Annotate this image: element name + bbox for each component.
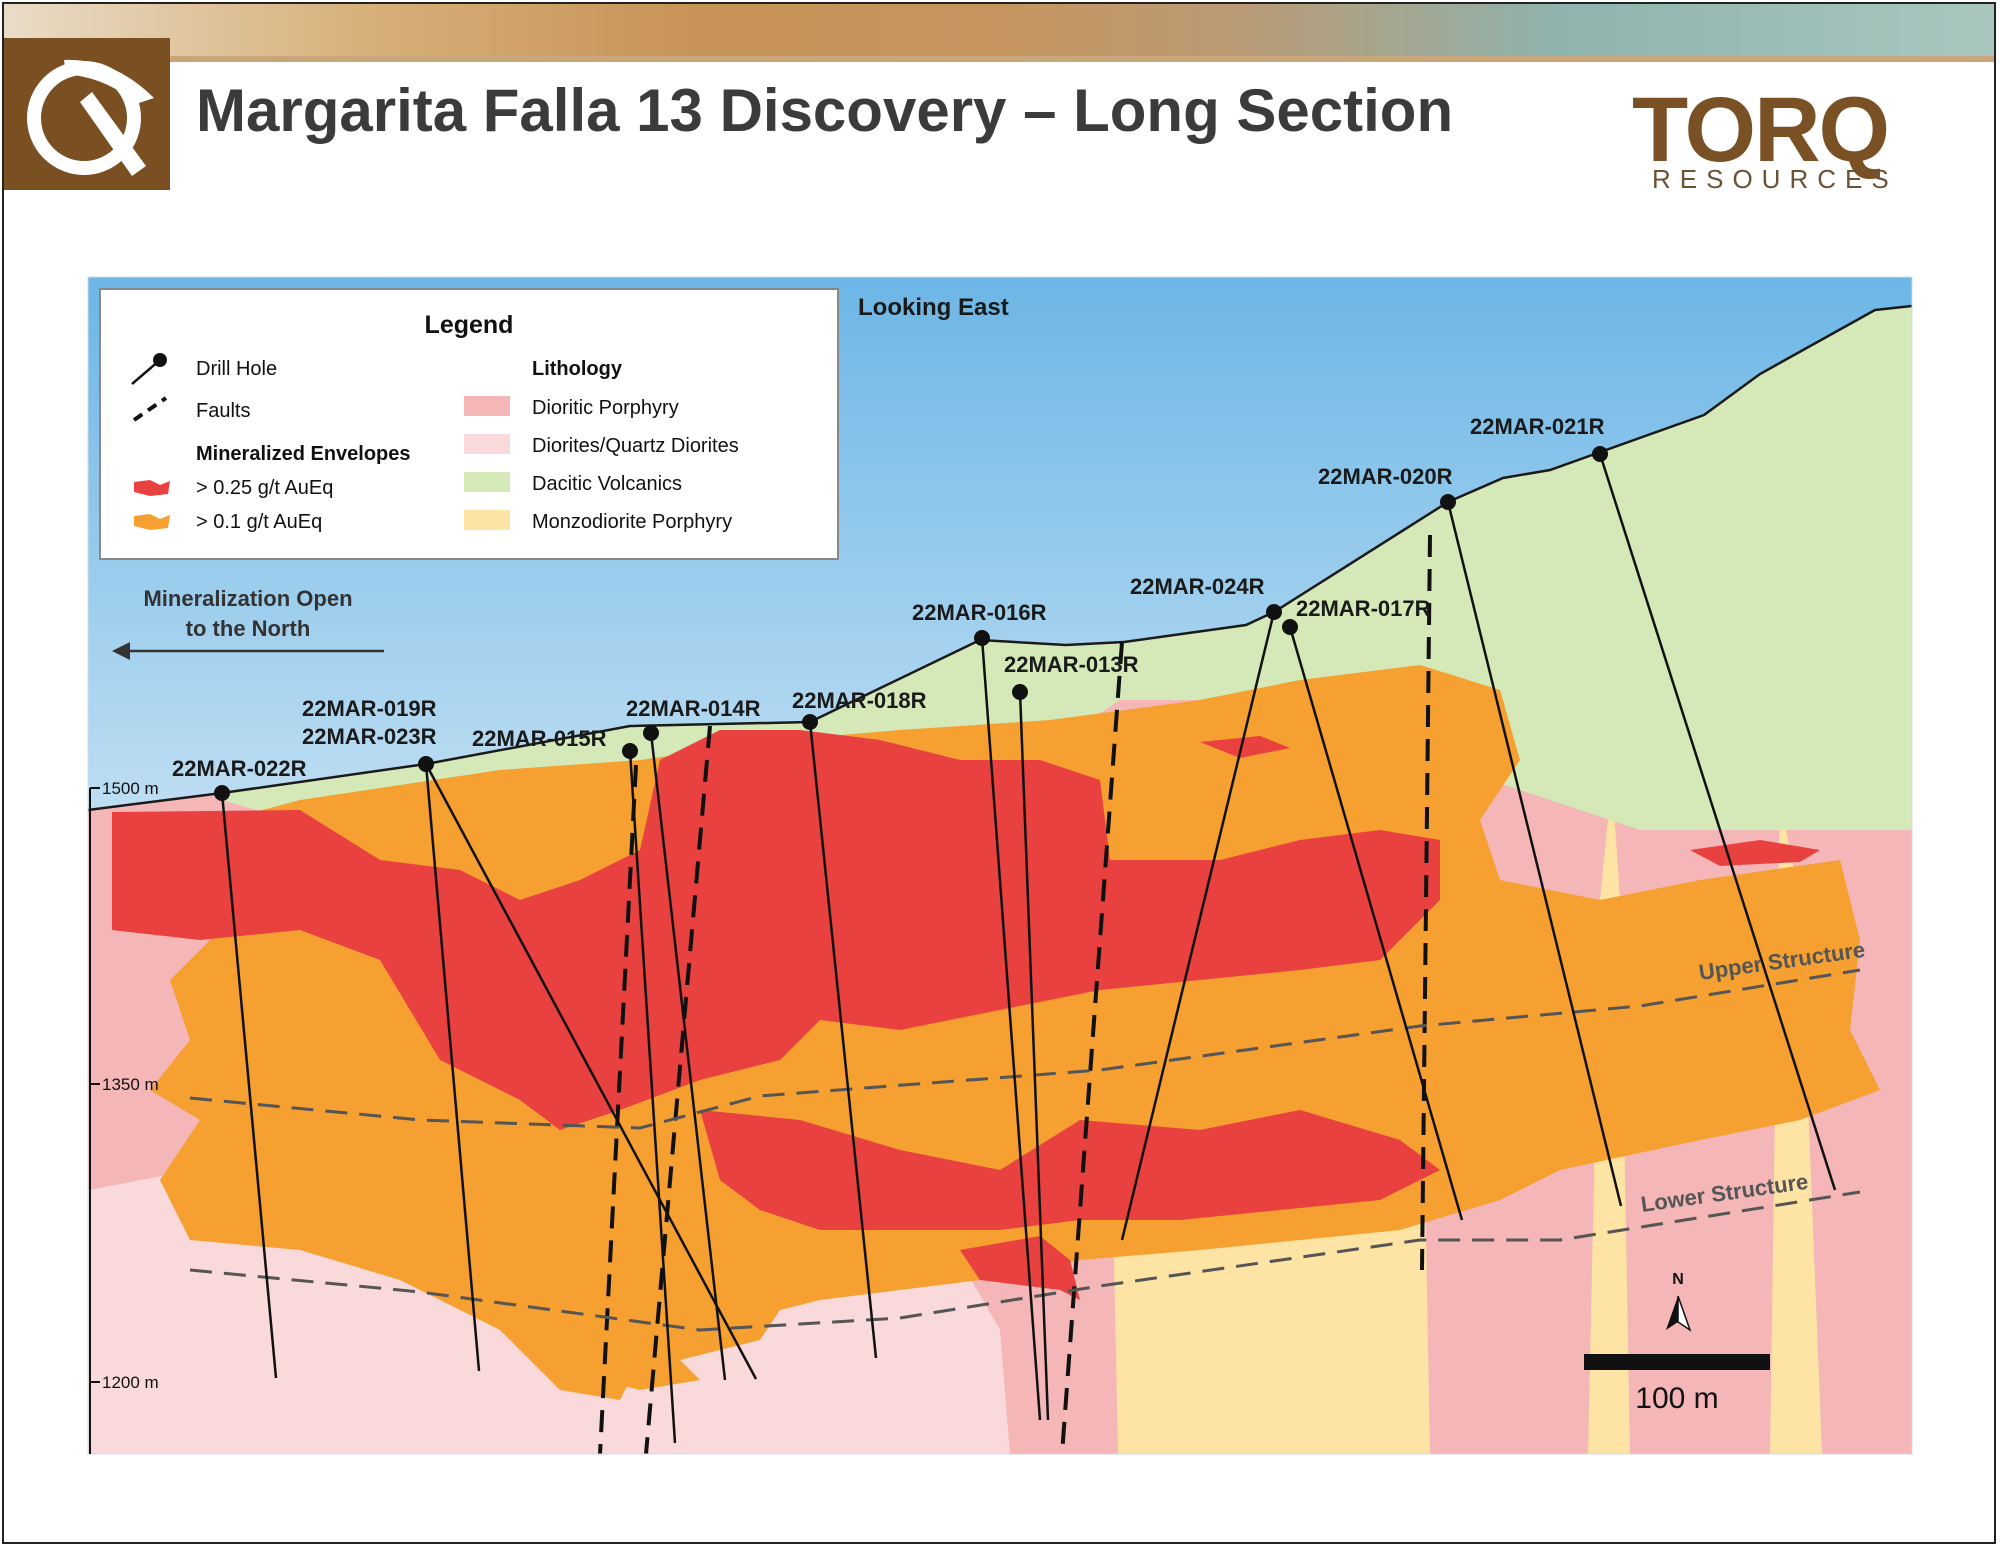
fault-legend-icon xyxy=(132,396,168,422)
legend-mineralized-heading: Mineralized Envelopes xyxy=(196,443,411,465)
legend-lith-1: Dioritic Porphyry xyxy=(532,397,679,419)
drill-hole-label-017: 22MAR-017R xyxy=(1296,596,1431,621)
envelope-high-grade-mid xyxy=(1200,736,1290,758)
drill-hole-label-021: 22MAR-021R xyxy=(1470,414,1605,439)
legend-title: Legend xyxy=(425,311,514,339)
legend-envelope-low: > 0.1 g/t AuEq xyxy=(196,511,322,533)
envelope-high-grade-north xyxy=(1690,840,1820,866)
envelope-high-grade-upper xyxy=(112,730,1440,1130)
dacitic-volcanics-swatch xyxy=(464,472,510,492)
drill-hole-label-018: 22MAR-018R xyxy=(792,688,927,713)
legend-lith-2: Diorites/Quartz Diorites xyxy=(532,435,739,457)
faults xyxy=(598,534,1432,1454)
arrow-left-icon xyxy=(112,642,384,660)
legend-lith-3: Dacitic Volcanics xyxy=(532,473,682,495)
header-rule xyxy=(170,56,1996,62)
legend: Legend Drill Hole Faults Mineralized Env… xyxy=(99,288,839,560)
scale-label: 100 m xyxy=(1635,1382,1718,1415)
pickaxe-logo xyxy=(4,38,170,190)
dioritic-porphyry-swatch xyxy=(464,396,510,416)
view-direction-label: Looking East xyxy=(858,294,1009,321)
drill-hole-label-022: 22MAR-022R xyxy=(172,756,307,781)
envelope-low-grade-deep xyxy=(600,1310,780,1390)
elevation-axis xyxy=(89,787,100,1454)
legend-lithology-heading: Lithology xyxy=(532,358,623,380)
diorites-swatch xyxy=(464,434,510,454)
envelope-low-swatch xyxy=(134,514,170,530)
north-label: N xyxy=(1672,1271,1684,1288)
brand-tagline: RESOURCES xyxy=(1652,164,1898,194)
elevation-label-1350: 1350 m xyxy=(102,1075,159,1094)
pickaxe-icon xyxy=(27,59,154,176)
drill-hole-labels: 22MAR-022R 22MAR-019R 22MAR-023R 22MAR-0… xyxy=(172,414,1605,781)
drill-hole-label-014: 22MAR-014R xyxy=(626,696,761,721)
panel-border xyxy=(87,276,1913,1455)
envelope-high-grade-lower xyxy=(700,1110,1440,1230)
brand-wordmark: TORQ xyxy=(1632,79,1890,181)
legend-drill-hole: Drill Hole xyxy=(196,358,277,380)
elevation-label-1500: 1500 m xyxy=(102,779,159,798)
open-note-line-1: Mineralization Open xyxy=(143,586,352,611)
elevation-label-1200: 1200 m xyxy=(102,1373,159,1392)
page-title: Margarita Falla 13 Discovery – Long Sect… xyxy=(196,77,1454,144)
drill-hole-label-015: 22MAR-015R xyxy=(472,726,607,751)
legend-faults: Faults xyxy=(196,400,250,422)
legend-lith-4: Monzodiorite Porphyry xyxy=(532,511,732,533)
envelope-low-grade xyxy=(150,665,1880,1400)
monzodiorite-swatch xyxy=(464,510,510,530)
open-note-line-2: to the North xyxy=(186,616,311,641)
north-arrow-icon xyxy=(1666,1295,1692,1332)
drill-hole-collars xyxy=(214,446,1608,801)
drill-hole-traces xyxy=(220,453,1837,1444)
section-panel xyxy=(88,277,1912,1454)
topography-line xyxy=(88,304,1912,812)
structure-lines xyxy=(189,968,1861,1332)
legend-envelope-high: > 0.25 g/t AuEq xyxy=(196,477,333,499)
scale-bar xyxy=(1584,1354,1770,1370)
envelope-high-swatch xyxy=(134,480,170,496)
drill-hole-label-024: 22MAR-024R xyxy=(1130,574,1265,599)
drill-hole-legend-icon xyxy=(131,353,167,385)
header-banner xyxy=(4,4,1996,56)
envelope-high-grade-deep xyxy=(960,1236,1080,1300)
drill-hole-label-023: 22MAR-023R xyxy=(302,724,437,749)
drill-hole-label-016: 22MAR-016R xyxy=(912,600,1047,625)
drill-hole-label-020: 22MAR-020R xyxy=(1318,464,1453,489)
drill-hole-label-019: 22MAR-019R xyxy=(302,696,437,721)
drill-hole-label-013: 22MAR-013R xyxy=(1004,652,1139,677)
